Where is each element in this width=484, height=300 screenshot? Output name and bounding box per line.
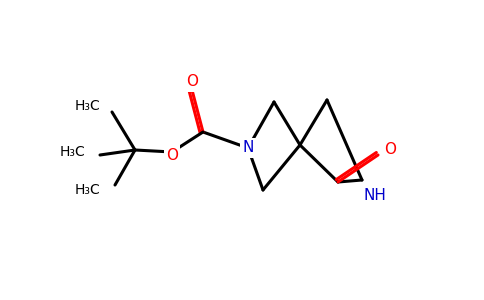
Text: O: O bbox=[166, 148, 178, 163]
Text: N: N bbox=[242, 140, 254, 155]
Text: H₃C: H₃C bbox=[74, 183, 100, 197]
Text: NH: NH bbox=[363, 188, 386, 202]
Text: O: O bbox=[384, 142, 396, 158]
Text: H₃C: H₃C bbox=[59, 145, 85, 159]
Text: O: O bbox=[186, 74, 198, 89]
Text: H₃C: H₃C bbox=[74, 99, 100, 113]
